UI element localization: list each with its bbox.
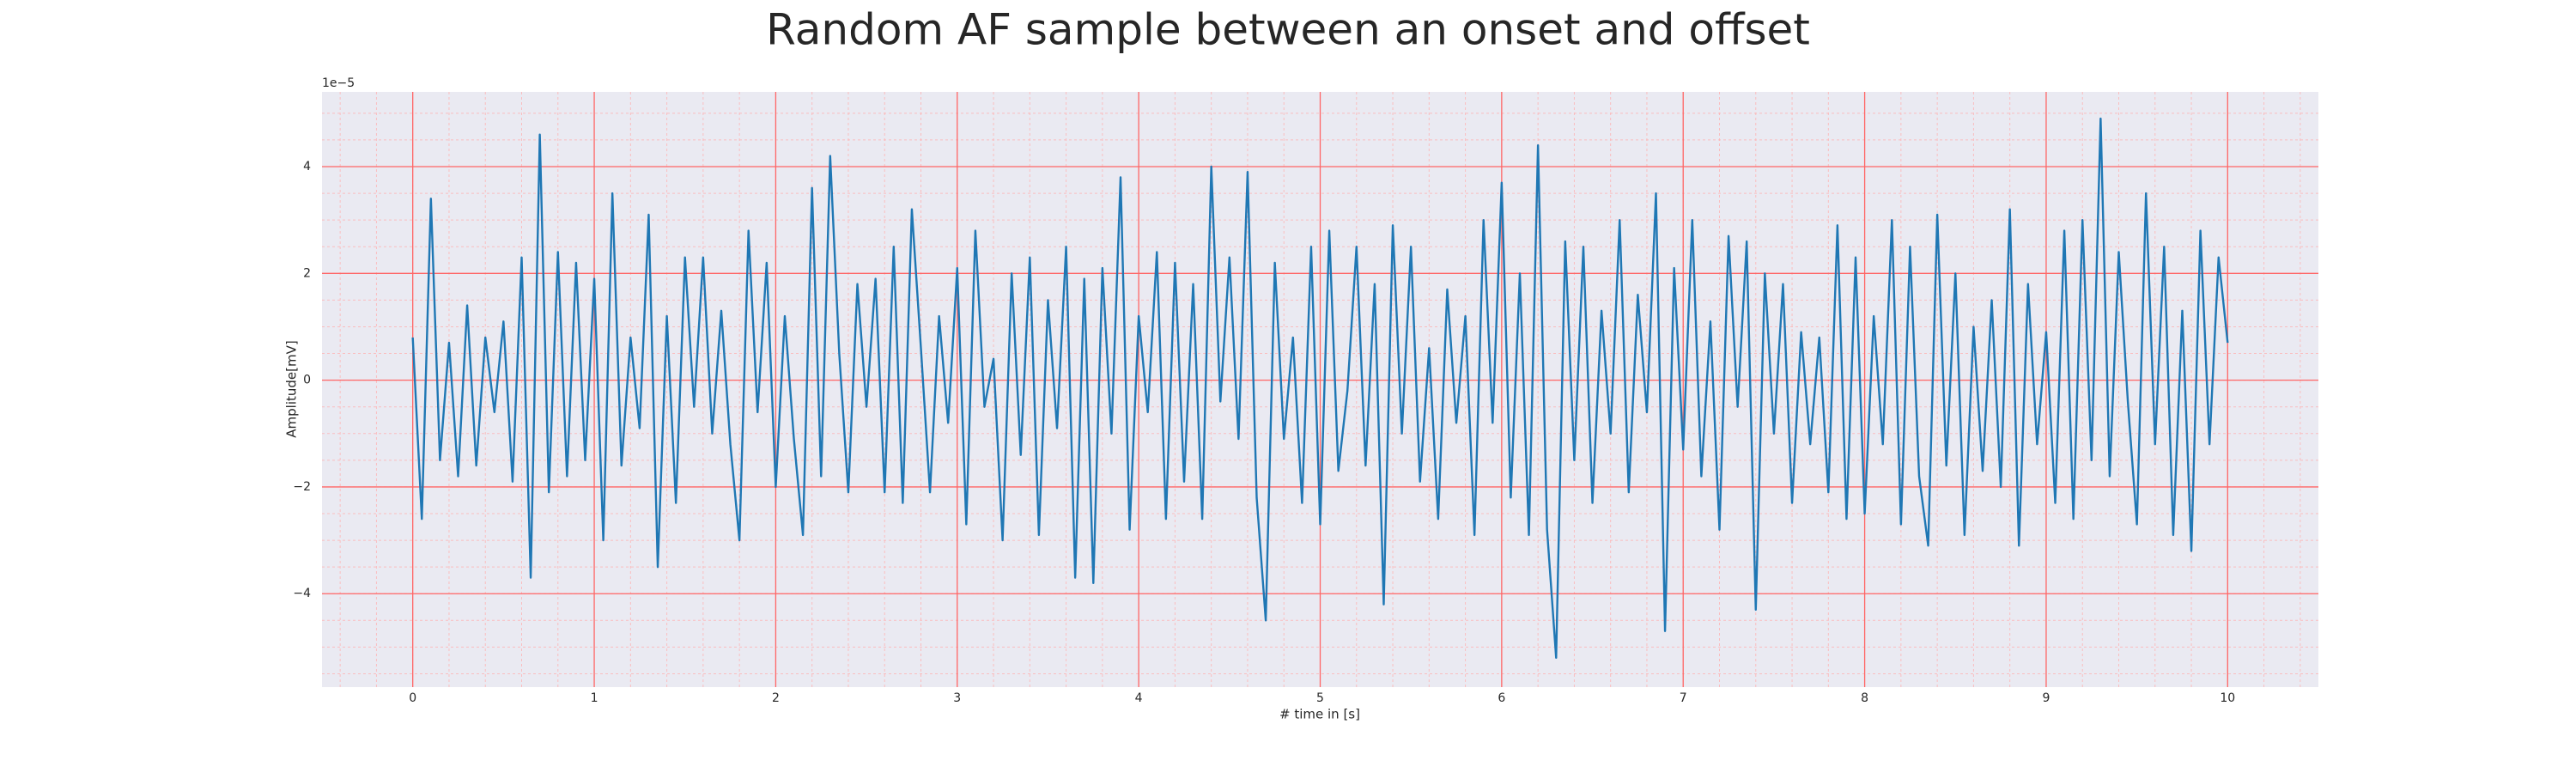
x-tick-label: 9 (2042, 691, 2050, 705)
y-axis-label: Amplitude[mV] (284, 340, 300, 437)
x-tick-label: 6 (1498, 691, 1505, 705)
x-tick-label: 4 (1135, 691, 1143, 705)
y-tick-label: 2 (303, 266, 311, 280)
x-axis-label: # time in [s] (1279, 707, 1360, 722)
y-tick-label: −4 (293, 587, 311, 600)
x-tick-label: 8 (1861, 691, 1868, 705)
x-tick-label: 3 (953, 691, 961, 705)
y-tick-label: 4 (303, 160, 311, 173)
x-tick-label: 5 (1316, 691, 1324, 705)
signal-line (411, 117, 2229, 660)
x-tick-label: 7 (1680, 691, 1687, 705)
x-tick-label: 1 (591, 691, 598, 705)
x-tick-label: 0 (409, 691, 416, 705)
x-tick-label: 2 (772, 691, 780, 705)
marks (411, 117, 2229, 660)
chart-title: Random AF sample between an onset and of… (766, 5, 1810, 55)
x-tick-label: 10 (2220, 691, 2235, 705)
y-tick-label: −2 (293, 480, 311, 494)
y-tick-label: 0 (303, 374, 311, 387)
offset-label: 1e−5 (322, 76, 355, 90)
